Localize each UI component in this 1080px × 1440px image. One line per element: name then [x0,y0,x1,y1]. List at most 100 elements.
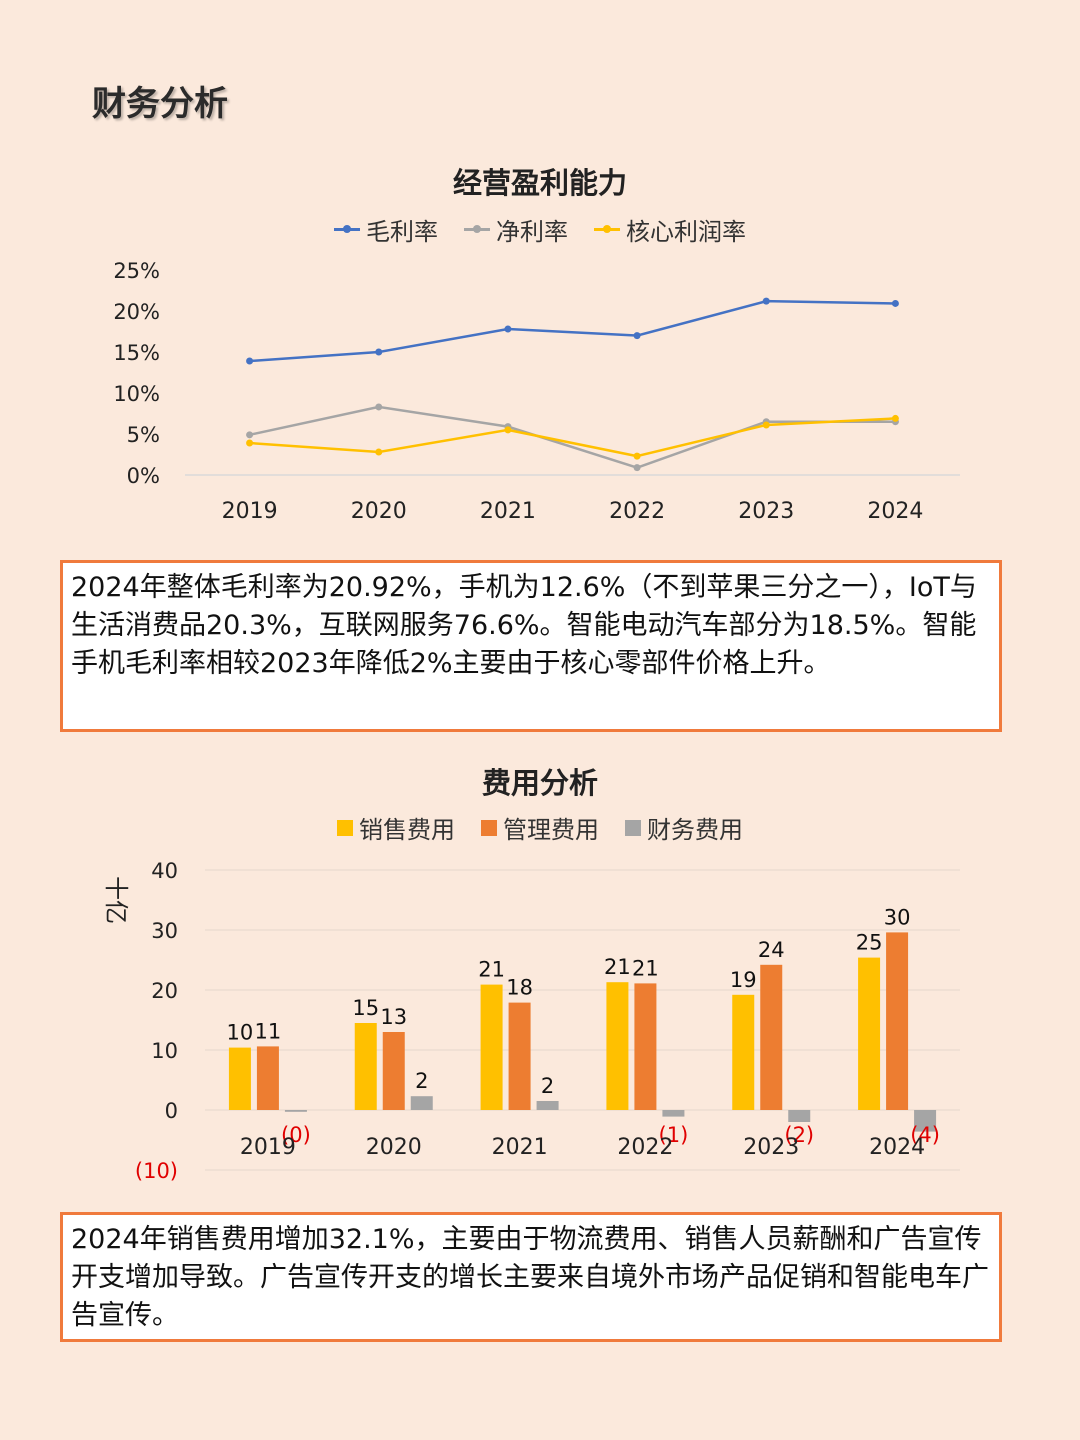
legend-label: 净利率 [496,218,568,246]
y-tick-label: 30 [151,919,178,943]
data-label: (2) [784,1123,814,1147]
legend-label: 财务费用 [647,816,743,844]
x-tick-label: 2022 [617,1135,673,1160]
data-label: 10 [227,1021,254,1045]
legend-item: 净利率 [464,212,568,247]
profit-note: 2024年整体毛利率为20.92%，手机为12.6%（不到苹果三分之一），IoT… [60,560,1002,732]
legend-item: 毛利率 [334,212,438,247]
data-point [375,403,383,411]
data-point [762,421,770,429]
bar-chart-title: 费用分析 [481,766,598,800]
legend-label: 毛利率 [366,218,438,246]
legend-label: 核心利润率 [626,218,746,246]
data-label: 19 [730,968,757,992]
data-label: 15 [352,996,379,1020]
bar-0 [354,1023,377,1110]
data-point [891,414,899,422]
data-label: 13 [380,1005,407,1029]
series-line-2 [249,417,896,458]
series-line-1 [249,405,896,469]
bar-1 [382,1032,405,1110]
bar-2 [536,1101,559,1110]
legend-item: 管理费用 [481,810,599,845]
bar-0 [480,984,503,1110]
legend-swatch [594,225,620,233]
data-label: (0) [281,1123,311,1147]
x-tick-label: 2024 [867,499,923,524]
data-label: 21 [632,956,659,980]
y-tick-label: 20% [113,300,160,324]
bar-0 [732,994,755,1110]
x-tick-label: 2020 [366,1135,422,1160]
legend-item: 销售费用 [337,810,455,845]
x-tick-label: 2023 [738,499,794,524]
x-tick-label: 2019 [240,1135,296,1160]
legend-item: 核心利润率 [594,212,746,247]
data-label: 18 [506,976,533,1000]
data-point [375,448,383,456]
bar-2 [662,1110,685,1117]
y-tick-label: 0% [127,464,160,488]
y-tick-label: 20 [151,979,178,1003]
bar-1 [634,983,657,1110]
bar-0 [228,1047,251,1110]
x-tick-label: 2022 [609,499,665,524]
data-point [246,431,254,439]
data-label: 30 [884,905,911,929]
line-chart: 0% 5% 10% 15% 20% 25% 2019 2020 2021 2022 2023 2024 [113,259,960,524]
y-tick-label: 40 [151,859,178,883]
data-point [762,297,770,305]
legend-swatch [625,819,641,836]
bar-0 [858,957,881,1110]
legend-label: 销售费用 [359,816,455,844]
data-point [246,357,254,365]
data-point [504,426,512,434]
data-label: 2 [541,1074,554,1098]
y-tick-label: 0 [165,1099,178,1123]
line-chart-legend: 毛利率 净利率 核心利润率 [0,212,1080,247]
y-tick-label: 15% [113,341,160,365]
data-label: 25 [856,931,883,955]
legend-item: 财务费用 [625,810,743,845]
x-tick-label: 2024 [869,1135,925,1160]
x-tick-label: 2023 [743,1135,799,1160]
data-label: 21 [478,958,505,982]
bar-2 [788,1110,811,1122]
bar-1 [760,964,783,1110]
data-point [246,439,254,447]
legend-label: 管理费用 [503,816,599,844]
bar-1 [508,1002,531,1110]
data-point [504,325,512,333]
line-chart-title: 经营盈利能力 [452,166,627,200]
data-label: 2 [415,1069,428,1093]
data-point [633,332,641,340]
data-point [375,348,383,356]
x-tick-label: 2019 [222,499,278,524]
bar-2 [914,1110,937,1132]
data-label: 21 [604,955,631,979]
legend-swatch [481,819,497,836]
y-axis-label: 十亿 [102,876,130,924]
y-tick-label: 10 [151,1039,178,1063]
x-tick-label: 2021 [480,499,536,524]
data-label: 11 [255,1019,282,1043]
bar-1 [886,932,909,1110]
bar-2 [284,1110,307,1112]
bar-0 [606,982,629,1110]
data-label: (4) [910,1123,940,1147]
bar-chart-legend: 销售费用 管理费用 财务费用 [0,810,1080,845]
x-tick-label: 2021 [492,1135,548,1160]
y-tick-label: 10% [113,382,160,406]
data-label: (1) [659,1123,689,1147]
x-tick-label: 2020 [351,499,407,524]
y-tick-label: 5% [127,423,160,447]
data-point [891,299,899,307]
y-tick-label: (10) [135,1159,178,1183]
series-line-0 [249,299,896,363]
y-tick-label: 25% [113,259,160,283]
legend-swatch [464,225,490,233]
bar-1 [256,1046,279,1110]
data-point [633,464,641,472]
page-title: 财务分析 [92,84,228,124]
